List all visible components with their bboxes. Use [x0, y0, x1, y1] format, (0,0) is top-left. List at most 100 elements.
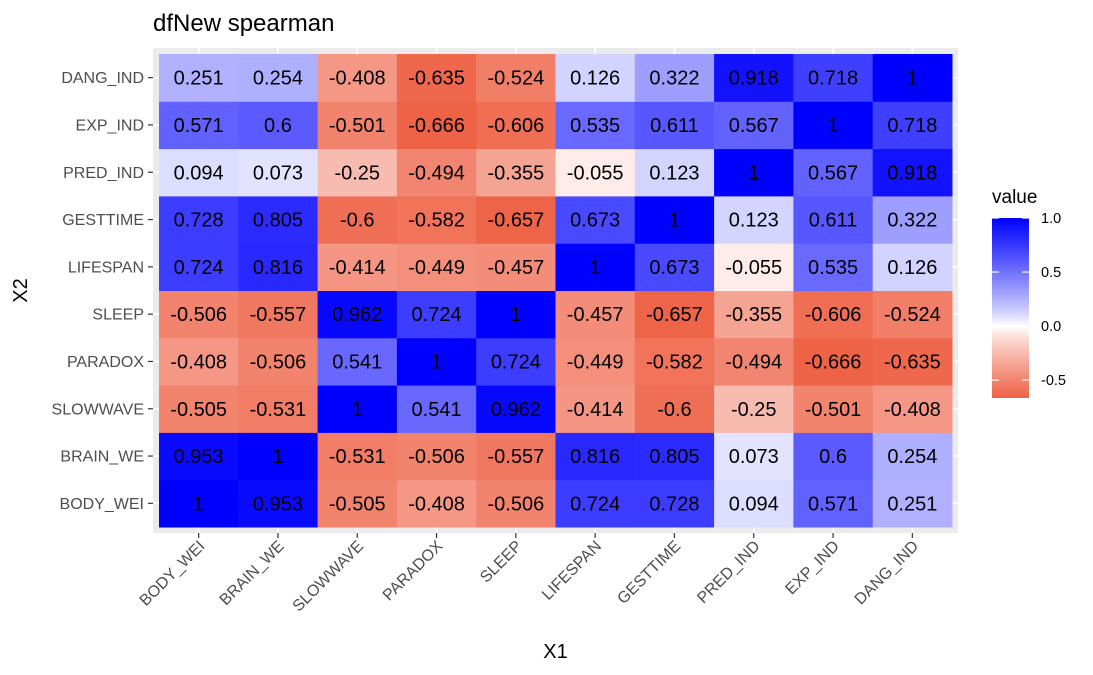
cell-value-label: -0.25: [731, 399, 777, 421]
heatmap-cell: [476, 195, 556, 244]
cell-value-label: 1: [748, 162, 759, 184]
heatmap-cell: [793, 148, 874, 197]
y-tick-label: SLEEP: [92, 307, 144, 324]
cell-value-label: -0.531: [329, 446, 386, 468]
cell-value-label: 0.322: [649, 68, 699, 90]
cell-value-label: 0.567: [808, 162, 858, 184]
heatmap-cell: [634, 337, 715, 386]
cell-value-label: -0.055: [567, 162, 624, 184]
heatmap-cell: [396, 290, 477, 339]
y-axis-title: X2: [10, 278, 32, 302]
legend-tick-label: 0.5: [1041, 265, 1061, 281]
heatmap-cell: [396, 54, 477, 102]
cell-value-label: 1: [510, 304, 521, 326]
heatmap-cell: [317, 54, 398, 102]
cell-value-label: 0.718: [887, 115, 937, 137]
heatmap-cell: [238, 54, 319, 102]
chart-title: dfNew spearman: [153, 10, 334, 37]
heatmap-cell: [793, 479, 874, 528]
heatmap-cell: [159, 337, 239, 386]
legend-tick-label: 0.0: [1041, 319, 1061, 335]
y-tick-label: LIFESPAN: [68, 259, 144, 276]
cell-value-label: -0.506: [250, 351, 307, 373]
heatmap-cell: [872, 290, 953, 339]
heatmap-cell: [555, 148, 636, 197]
heatmap-cell: [476, 101, 556, 150]
cell-value-label: -0.557: [487, 446, 544, 468]
heatmap-cell: [317, 243, 398, 291]
x-tick-label: BODY_WEI: [137, 538, 209, 610]
cell-value-label: 0.541: [412, 399, 462, 421]
cell-value-label: -0.457: [487, 257, 544, 279]
cell-value-label: 0.805: [253, 210, 303, 232]
cell-value-label: 0.535: [808, 257, 858, 279]
heatmap-cell: [793, 243, 874, 291]
cell-value-label: 0.728: [649, 493, 699, 515]
x-tick-label: SLOWWAVE: [290, 538, 367, 615]
heatmap-cell: [714, 101, 794, 150]
cell-value-label: 0.571: [808, 493, 858, 515]
cell-value-label: 1: [352, 399, 363, 421]
heatmap-cell: [872, 243, 953, 291]
cell-value-label: -0.606: [805, 304, 862, 326]
heatmap-cell: [317, 385, 398, 433]
heatmap-cell: [159, 148, 239, 197]
cell-value-label: 1: [272, 446, 283, 468]
heatmap-cell: [634, 54, 715, 102]
heatmap-cell: [317, 148, 398, 197]
cell-value-label: -0.408: [884, 399, 941, 421]
heatmap-cell: [714, 385, 794, 433]
cell-value-label: 0.535: [570, 115, 620, 137]
heatmap-cell: [555, 432, 636, 481]
x-tick-label: LIFESPAN: [539, 538, 605, 604]
heatmap-cell: [555, 290, 636, 339]
cell-value-label: 0.611: [809, 210, 858, 232]
heatmap-cell: [634, 195, 715, 244]
heatmap-cell: [714, 54, 794, 102]
cell-value-label: 0.126: [887, 257, 937, 279]
heatmap-cell: [159, 479, 239, 528]
cell-value-label: -0.414: [329, 257, 386, 279]
cell-value-label: -0.408: [408, 493, 465, 515]
heatmap-cell: [396, 432, 477, 481]
x-tick-label: DANG_IND: [852, 538, 922, 608]
heatmap-cell: [793, 195, 874, 244]
heatmap-cell: [555, 243, 636, 291]
heatmap-cell: [317, 337, 398, 386]
heatmap-cell: [793, 432, 874, 481]
cell-value-label: 0.322: [887, 210, 937, 232]
cell-value-label: 0.718: [808, 68, 858, 90]
cell-value-label: -0.657: [487, 210, 544, 232]
heatmap-cell: [872, 101, 953, 150]
heatmap-cell: [317, 479, 398, 528]
heatmap-cell: [476, 148, 556, 197]
y-tick-label: PRED_IND: [63, 165, 144, 182]
cell-value-label: -0.25: [334, 162, 380, 184]
cell-value-label: -0.666: [408, 115, 465, 137]
heatmap-cell: [634, 101, 715, 150]
cell-value-label: -0.055: [725, 257, 782, 279]
heatmap-cell: [793, 385, 874, 433]
y-axis: BODY_WEI BRAIN_WE SLOWWAVE PARADOX SLEEP LIFE…: [52, 70, 153, 513]
cell-value-label: 0.254: [887, 446, 937, 468]
heatmap-cell: [634, 243, 715, 291]
heatmap-cell: [714, 243, 794, 291]
cell-value-label: -0.6: [657, 399, 691, 421]
cell-value-label: -0.449: [408, 257, 465, 279]
heatmap-cell: [555, 195, 636, 244]
heatmap-cell: [159, 290, 239, 339]
cell-value-label: -0.524: [884, 304, 941, 326]
heatmap-cell: [396, 195, 477, 244]
heatmap-cell: [714, 337, 794, 386]
cell-value-label: 0.571: [174, 115, 224, 137]
y-tick-label: DANG_IND: [61, 70, 144, 87]
cell-value-label: 0.953: [174, 446, 224, 468]
cell-value-label: 1: [907, 68, 918, 90]
cell-value-label: 0.611: [650, 115, 699, 137]
cell-value-label: -0.505: [329, 493, 386, 515]
cell-value-label: -0.449: [567, 351, 624, 373]
heatmap-cell: [793, 290, 874, 339]
cell-value-label: 0.073: [729, 446, 779, 468]
cell-value-label: -0.635: [408, 68, 465, 90]
cell-value-label: -0.6: [340, 210, 374, 232]
